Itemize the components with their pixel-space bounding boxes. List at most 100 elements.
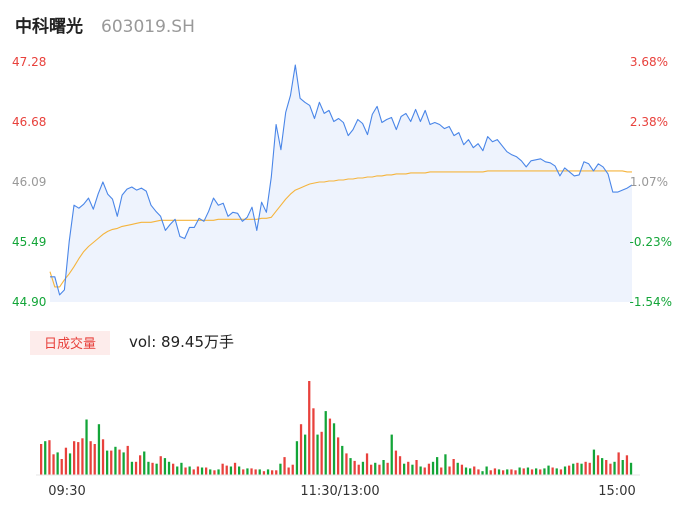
volume-bar — [345, 453, 348, 475]
volume-bar — [357, 464, 360, 475]
volume-bar — [130, 461, 134, 475]
price-area-fill — [50, 65, 632, 302]
volume-bar — [493, 468, 497, 475]
volume-bar — [535, 468, 538, 475]
volume-bar — [163, 458, 167, 475]
volume-bar — [547, 465, 550, 475]
volume-bar — [324, 411, 327, 475]
y-tick-left-4: 44.90 — [12, 295, 46, 309]
volume-bar — [584, 461, 587, 475]
volume-bar — [390, 434, 393, 475]
volume-bar — [308, 381, 311, 475]
volume-bar — [444, 454, 447, 475]
volume-bar — [489, 470, 492, 475]
volume-bar — [262, 471, 266, 475]
volume-bar — [382, 460, 385, 475]
volume-bar — [221, 463, 224, 475]
volume-bar — [559, 469, 563, 475]
volume-bar — [502, 470, 505, 475]
volume-bar — [89, 441, 92, 475]
volume-badge-label: 日成交量 — [44, 336, 96, 352]
volume-bar — [64, 447, 68, 475]
y-tick-right-4: -1.54% — [630, 295, 672, 309]
volume-bar — [172, 463, 175, 475]
volume-bar — [114, 446, 117, 475]
volume-bar — [481, 471, 484, 475]
volume-bar — [106, 450, 109, 475]
volume-bar — [167, 461, 171, 475]
volume-bar — [304, 434, 307, 475]
volume-bar — [271, 470, 274, 475]
volume-bar — [374, 462, 377, 475]
volume-bar — [192, 469, 195, 475]
volume-bar — [184, 467, 187, 475]
volume-bar — [341, 445, 344, 475]
volume-bar — [576, 462, 579, 475]
volume-bar — [266, 469, 270, 475]
volume-bar — [394, 450, 398, 475]
volume-bar — [238, 466, 241, 475]
volume-bar — [328, 418, 332, 475]
volume-bar — [250, 468, 253, 475]
price-area — [49, 64, 633, 302]
stock-name: 中科曙光 — [15, 16, 83, 37]
volume-bar — [176, 466, 179, 475]
volume-bar — [407, 461, 410, 475]
volume-bar — [56, 452, 59, 475]
volume-bar — [81, 438, 84, 475]
volume-bar — [436, 457, 439, 475]
volume-bar — [464, 467, 468, 475]
volume-bar — [398, 456, 402, 475]
avg-price-line — [49, 170, 632, 288]
volume-bar — [332, 423, 336, 475]
volume-bar — [588, 462, 591, 475]
y-tick-left-1: 46.68 — [12, 115, 46, 129]
volume-bar — [596, 455, 600, 475]
volume-bar — [530, 469, 534, 475]
volume-bar — [118, 449, 121, 475]
y-tick-right-2: 1.07% — [630, 175, 668, 189]
volume-bar — [625, 455, 629, 475]
volume-bar — [526, 467, 530, 475]
volume-bar — [361, 461, 365, 475]
volume-bar — [427, 463, 431, 475]
volume-bar — [568, 465, 571, 475]
volume-bar — [452, 459, 455, 475]
volume-bar — [134, 461, 138, 475]
volume-bar — [601, 458, 604, 475]
volume-bar — [229, 466, 233, 475]
volume-bar — [200, 467, 204, 475]
volume-bar — [518, 467, 521, 475]
volume-bar — [365, 453, 369, 475]
volume-bar — [40, 444, 43, 475]
y-tick-right-0: 3.68% — [630, 55, 668, 69]
volume-bar — [196, 466, 200, 475]
volume-bar — [44, 441, 47, 475]
volume-bar — [337, 437, 340, 475]
volume-bar — [353, 460, 356, 475]
volume-bar — [419, 466, 422, 475]
price-line — [50, 64, 633, 296]
volume-bar — [460, 464, 464, 475]
volume-bar — [122, 452, 125, 475]
y-tick-right-3: -0.23% — [630, 235, 672, 249]
volume-bar — [48, 440, 51, 475]
volume-bar — [110, 450, 113, 475]
volume-bar — [592, 449, 596, 475]
volume-bar — [543, 468, 546, 475]
volume-bar — [279, 463, 282, 475]
volume-bar — [258, 469, 261, 475]
volume-bar — [316, 434, 319, 475]
volume-bar — [312, 408, 315, 475]
volume-bar — [73, 441, 76, 475]
volume-badge — [30, 331, 110, 355]
volume-bar — [617, 452, 620, 475]
volume-bar — [283, 457, 286, 475]
volume-bar — [213, 470, 216, 475]
volume-bar — [52, 454, 55, 475]
volume-bar — [403, 463, 406, 475]
volume-bar — [147, 461, 150, 475]
x-tick-0: 09:30 — [48, 484, 85, 499]
volume-bar — [440, 467, 443, 475]
